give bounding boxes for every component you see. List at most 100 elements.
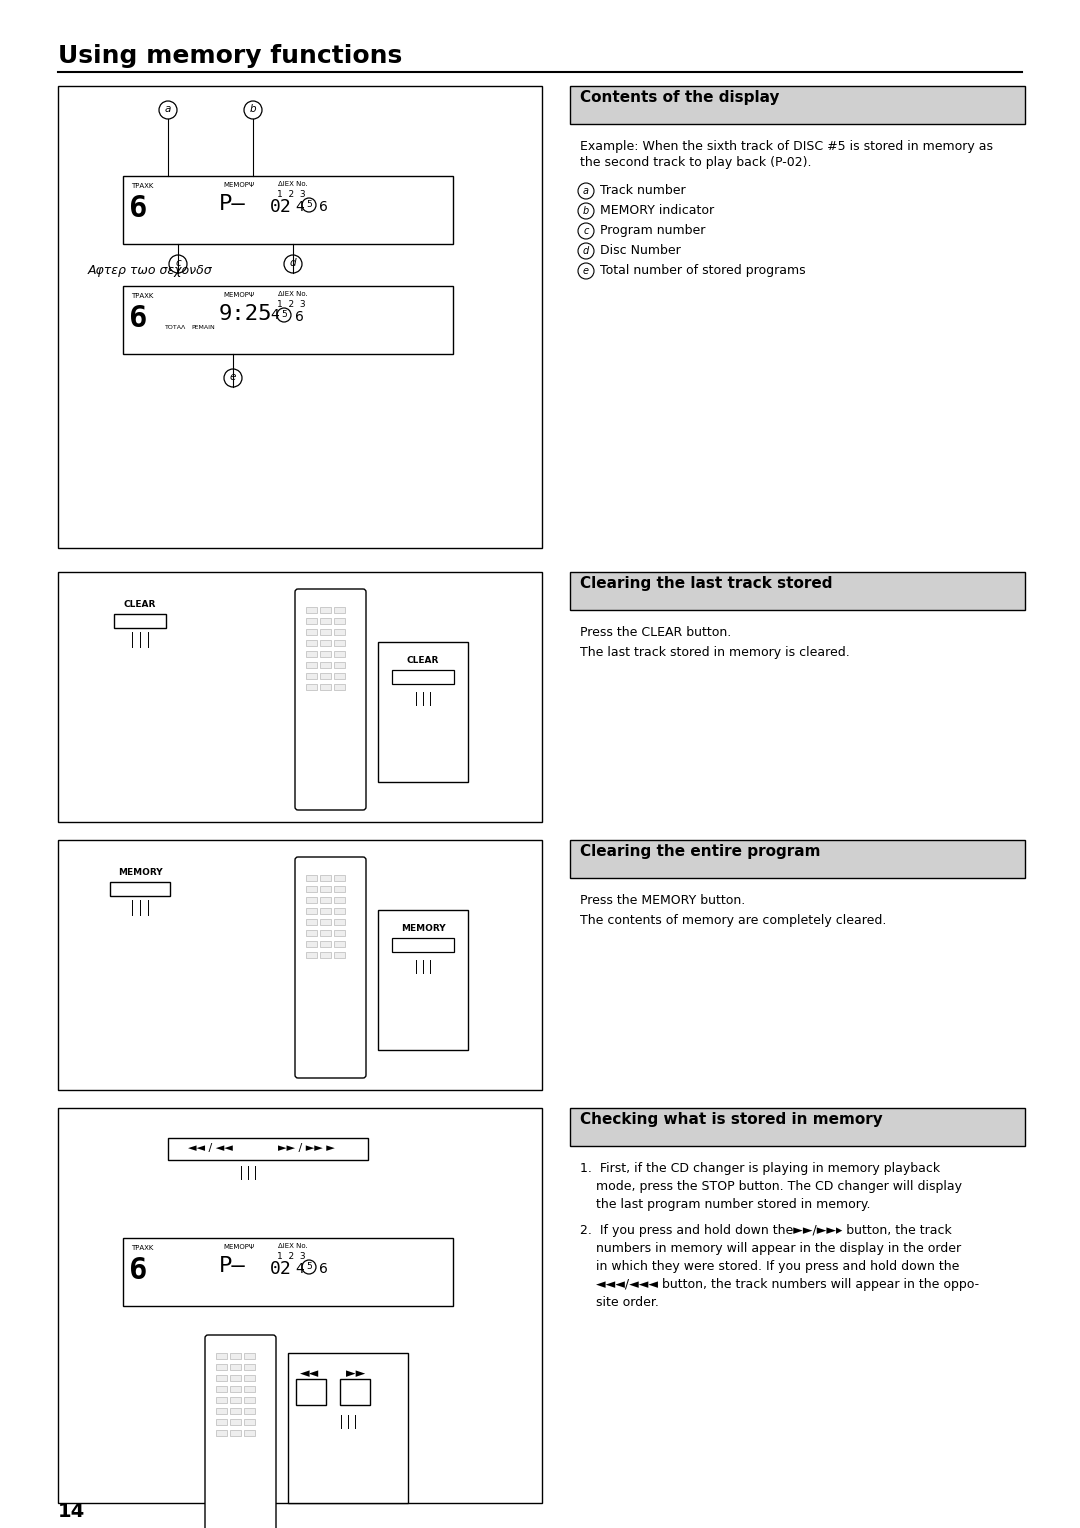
Text: Press the CLEAR button.: Press the CLEAR button. xyxy=(580,626,731,639)
Text: 6: 6 xyxy=(129,304,147,333)
Text: The last track stored in memory is cleared.: The last track stored in memory is clear… xyxy=(580,646,850,659)
FancyBboxPatch shape xyxy=(306,931,318,937)
FancyBboxPatch shape xyxy=(230,1420,241,1426)
FancyBboxPatch shape xyxy=(295,857,366,1077)
Text: MEMORY: MEMORY xyxy=(401,924,445,934)
Text: ◄◄ / ◄◄: ◄◄ / ◄◄ xyxy=(188,1143,233,1154)
FancyBboxPatch shape xyxy=(216,1365,227,1371)
FancyBboxPatch shape xyxy=(320,662,330,668)
FancyBboxPatch shape xyxy=(334,630,345,636)
Text: site order.: site order. xyxy=(580,1296,659,1309)
Text: e: e xyxy=(230,371,237,382)
FancyBboxPatch shape xyxy=(123,286,453,354)
Text: Checking what is stored in memory: Checking what is stored in memory xyxy=(580,1112,882,1128)
Text: d: d xyxy=(583,246,589,257)
FancyBboxPatch shape xyxy=(320,651,330,657)
Text: a: a xyxy=(165,104,172,115)
Text: ΜΕΜΟΡΨ: ΜΕΜΟΡΨ xyxy=(222,1244,254,1250)
FancyBboxPatch shape xyxy=(244,1430,255,1436)
FancyBboxPatch shape xyxy=(320,931,330,937)
Text: Press the MEMORY button.: Press the MEMORY button. xyxy=(580,894,745,908)
FancyBboxPatch shape xyxy=(334,662,345,668)
FancyBboxPatch shape xyxy=(288,1352,408,1504)
FancyBboxPatch shape xyxy=(378,911,468,1050)
FancyBboxPatch shape xyxy=(58,86,542,549)
Text: The contents of memory are completely cleared.: The contents of memory are completely cl… xyxy=(580,914,887,927)
Text: Clearing the entire program: Clearing the entire program xyxy=(580,843,821,859)
FancyBboxPatch shape xyxy=(230,1430,241,1436)
FancyBboxPatch shape xyxy=(320,918,330,924)
Text: 4: 4 xyxy=(295,1262,303,1276)
FancyBboxPatch shape xyxy=(306,952,318,958)
FancyBboxPatch shape xyxy=(320,876,330,882)
Text: mode, press the STOP button. The CD changer will display: mode, press the STOP button. The CD chan… xyxy=(580,1180,962,1193)
Text: a: a xyxy=(583,186,589,196)
FancyBboxPatch shape xyxy=(320,607,330,613)
Text: 6: 6 xyxy=(319,1262,328,1276)
Text: 02: 02 xyxy=(270,199,292,215)
Text: ΔΙΕΧ No.: ΔΙΕΧ No. xyxy=(278,180,308,186)
FancyBboxPatch shape xyxy=(320,886,330,892)
Text: ΤΡΑΧΚ: ΤΡΑΧΚ xyxy=(131,1245,153,1251)
Text: Example: When the sixth track of DISC #5 is stored in memory as: Example: When the sixth track of DISC #5… xyxy=(580,141,993,153)
FancyBboxPatch shape xyxy=(320,672,330,678)
Text: Disc Number: Disc Number xyxy=(600,244,680,257)
FancyBboxPatch shape xyxy=(216,1407,227,1413)
FancyBboxPatch shape xyxy=(306,640,318,646)
FancyBboxPatch shape xyxy=(168,1138,368,1160)
FancyBboxPatch shape xyxy=(216,1352,227,1358)
Text: ΔΙΕΧ No.: ΔΙΕΧ No. xyxy=(278,290,308,296)
FancyBboxPatch shape xyxy=(295,588,366,810)
Text: Total number of stored programs: Total number of stored programs xyxy=(600,264,806,277)
FancyBboxPatch shape xyxy=(216,1420,227,1426)
FancyBboxPatch shape xyxy=(334,941,345,947)
FancyBboxPatch shape xyxy=(230,1352,241,1358)
FancyBboxPatch shape xyxy=(58,1108,542,1504)
Text: ΔΙΕΧ No.: ΔΙΕΧ No. xyxy=(278,1242,308,1248)
Text: 1  2  3: 1 2 3 xyxy=(276,1251,306,1261)
FancyBboxPatch shape xyxy=(334,617,345,623)
Text: 1  2  3: 1 2 3 xyxy=(276,299,306,309)
FancyBboxPatch shape xyxy=(334,607,345,613)
FancyBboxPatch shape xyxy=(306,908,318,914)
FancyBboxPatch shape xyxy=(216,1375,227,1381)
FancyBboxPatch shape xyxy=(392,669,454,685)
FancyBboxPatch shape xyxy=(230,1375,241,1381)
Text: 4: 4 xyxy=(270,309,279,322)
FancyBboxPatch shape xyxy=(334,672,345,678)
Text: Track number: Track number xyxy=(600,183,686,197)
FancyBboxPatch shape xyxy=(340,1378,370,1406)
Text: 1.  First, if the CD changer is playing in memory playback: 1. First, if the CD changer is playing i… xyxy=(580,1161,940,1175)
Text: Αφτερ τωο σεχονδσ: Αφτερ τωο σεχονδσ xyxy=(87,264,213,277)
FancyBboxPatch shape xyxy=(334,952,345,958)
Text: 9:25: 9:25 xyxy=(219,304,272,324)
FancyBboxPatch shape xyxy=(334,908,345,914)
Text: the last program number stored in memory.: the last program number stored in memory… xyxy=(580,1198,870,1212)
FancyBboxPatch shape xyxy=(306,672,318,678)
Text: MEMORY indicator: MEMORY indicator xyxy=(600,205,714,217)
Text: 14: 14 xyxy=(58,1502,85,1520)
Text: ΜΕΜΟΡΨ: ΜΕΜΟΡΨ xyxy=(222,182,254,188)
FancyBboxPatch shape xyxy=(334,886,345,892)
Text: 5: 5 xyxy=(281,310,287,319)
FancyBboxPatch shape xyxy=(244,1352,255,1358)
FancyBboxPatch shape xyxy=(244,1375,255,1381)
Text: ►►: ►► xyxy=(347,1368,369,1380)
Text: MEMORY: MEMORY xyxy=(118,868,162,877)
Text: b: b xyxy=(583,206,589,215)
FancyBboxPatch shape xyxy=(306,651,318,657)
Text: Using memory functions: Using memory functions xyxy=(58,44,402,69)
Text: 6: 6 xyxy=(129,1256,147,1285)
Text: ◄◄: ◄◄ xyxy=(300,1368,320,1380)
Text: the second track to play back (P-02).: the second track to play back (P-02). xyxy=(580,156,811,170)
FancyBboxPatch shape xyxy=(320,617,330,623)
FancyBboxPatch shape xyxy=(306,662,318,668)
Text: ◄◄◄/◄◄◄ button, the track numbers will appear in the oppo-: ◄◄◄/◄◄◄ button, the track numbers will a… xyxy=(580,1277,980,1291)
FancyBboxPatch shape xyxy=(306,617,318,623)
Text: 6: 6 xyxy=(129,194,147,223)
FancyBboxPatch shape xyxy=(244,1420,255,1426)
FancyBboxPatch shape xyxy=(58,840,542,1089)
Text: 6: 6 xyxy=(295,310,303,324)
FancyBboxPatch shape xyxy=(570,86,1025,124)
FancyBboxPatch shape xyxy=(244,1407,255,1413)
